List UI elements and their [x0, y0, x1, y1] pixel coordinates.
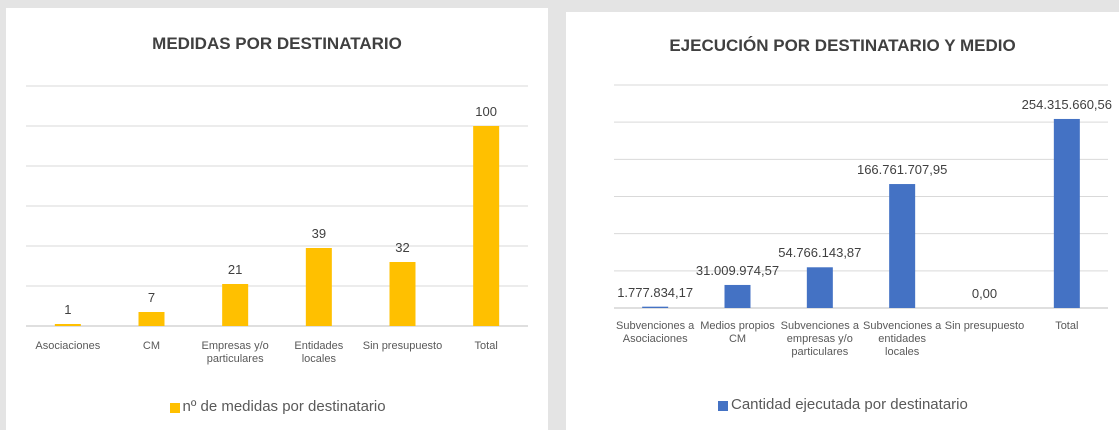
bar [54, 324, 81, 326]
data-label: 0,00 [971, 286, 998, 301]
data-label: 54.766.143,87 [778, 245, 862, 261]
x-tick-label: Empresas y/o particulares [201, 340, 269, 365]
x-tick-label: Asociaciones [35, 340, 101, 352]
bar [642, 306, 669, 308]
bar [473, 126, 500, 326]
bar [138, 312, 165, 326]
x-tick-label: Subvenciones a empresas y/o particulares [780, 320, 859, 358]
legend-swatch [169, 403, 180, 413]
x-tick-label: Medios propios CM [700, 320, 775, 345]
chart-panel: EJECUCIÓN POR DESTINATARIO Y MEDIO Subven… [566, 12, 1119, 430]
data-label: 166.761.707,95 [856, 162, 948, 178]
data-label: 100 [475, 104, 498, 119]
data-label: 39 [311, 226, 327, 241]
data-label: 31.009.974,57 [695, 262, 780, 278]
x-tick-label: Total [1055, 320, 1079, 332]
legend-label: nº de medidas por destinatario [182, 398, 386, 415]
chart-panel: MEDIDAS POR DESTINATARIO Asociaciones CM Em… [6, 8, 548, 430]
x-tick-label: CM [142, 340, 161, 352]
plot [614, 84, 1108, 309]
legend-swatch [718, 401, 728, 411]
chart-title: MEDIDAS POR DESTINATARIO [152, 34, 402, 53]
bar [889, 184, 916, 308]
plot [26, 85, 528, 327]
x-tick-label: Sin presupuesto [362, 340, 443, 352]
x-tick-label: Total [474, 340, 498, 352]
bar [305, 248, 332, 326]
bar [724, 284, 751, 308]
bar [222, 284, 249, 326]
data-label: 32 [395, 240, 410, 255]
x-tick-label: Entidades locales [294, 340, 344, 365]
bar [389, 262, 416, 326]
data-label: 7 [147, 290, 156, 305]
bar [806, 267, 833, 308]
data-label: 254.315.660,56 [1021, 96, 1113, 112]
chart-title: EJECUCIÓN POR DESTINATARIO Y MEDIO [669, 36, 1016, 55]
data-label: 1 [64, 302, 72, 317]
x-tick-label: Subvenciones a Asociaciones [616, 320, 695, 345]
x-tick-label: Subvenciones a entidades locales [863, 320, 942, 358]
data-label: 1.777.834,17 [617, 284, 694, 300]
bar [1053, 118, 1080, 308]
legend-label: Cantidad ejecutada por destinatario [731, 396, 968, 413]
x-tick-label: Sin presupuesto [944, 320, 1025, 332]
data-label: 21 [227, 262, 243, 277]
